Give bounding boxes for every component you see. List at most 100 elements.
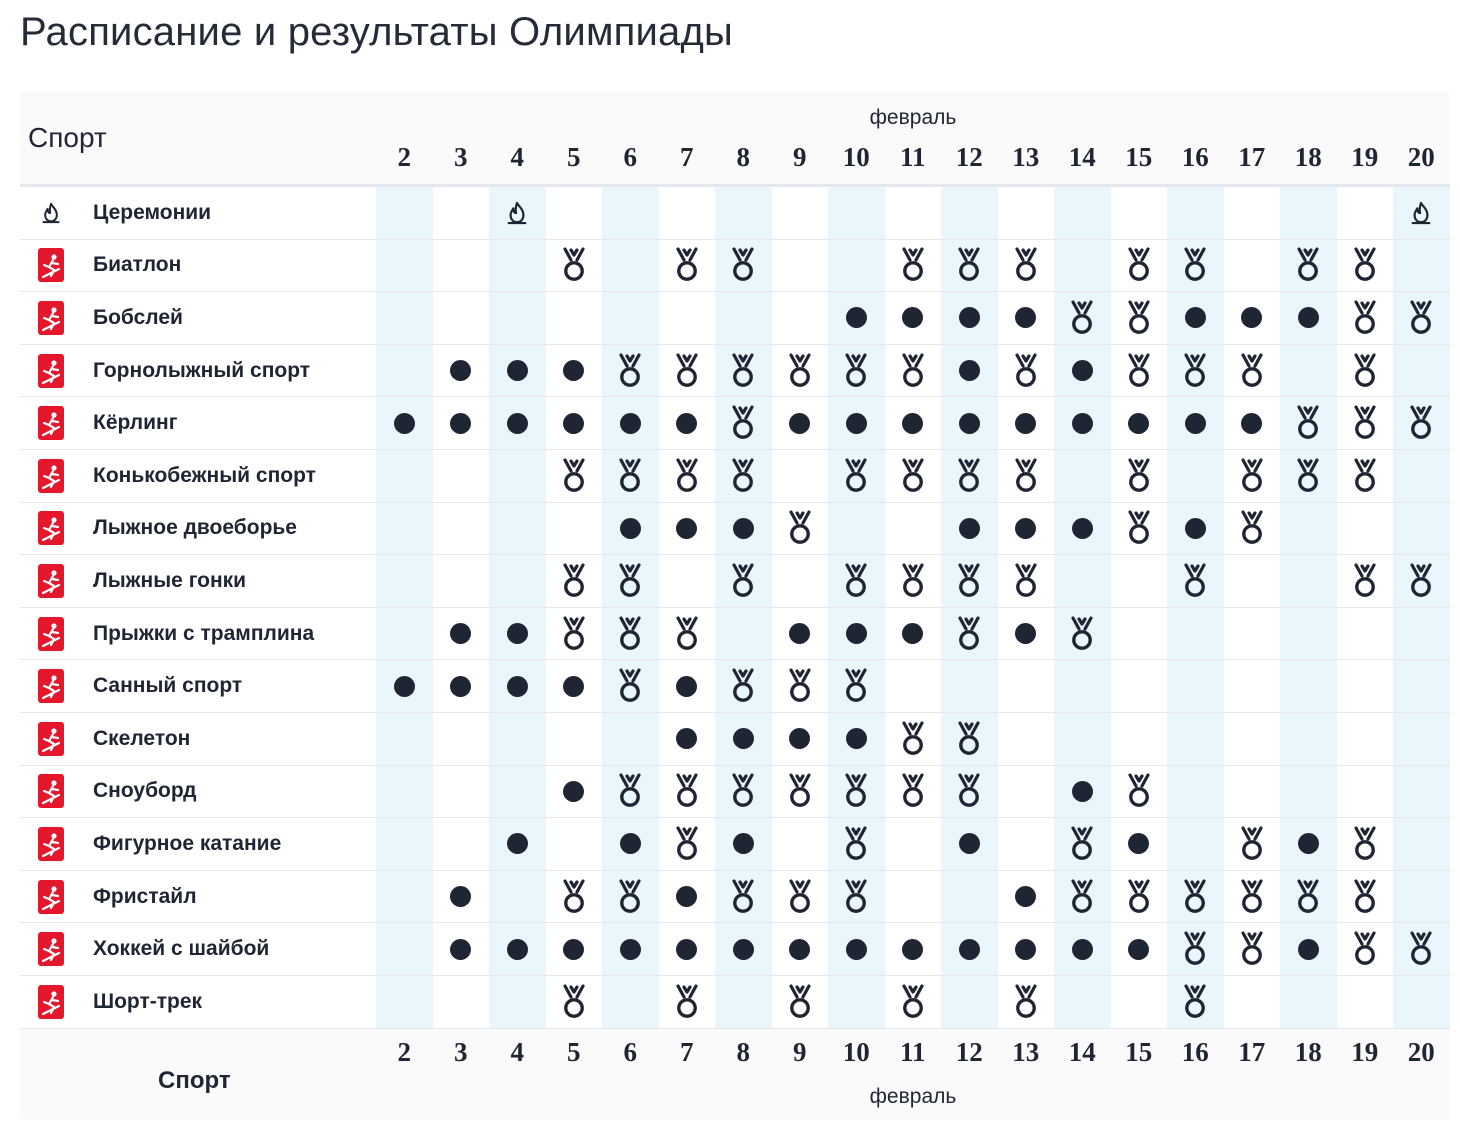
day-cell[interactable] xyxy=(1054,502,1111,555)
day-cell[interactable] xyxy=(1224,871,1281,923)
day-cell[interactable] xyxy=(998,240,1055,292)
day-cell[interactable] xyxy=(772,766,829,818)
sport-row[interactable]: Кёрлинг xyxy=(20,397,1450,450)
day-cell[interactable] xyxy=(828,344,885,397)
sport-row[interactable]: Конькобежный спорт xyxy=(20,449,1450,503)
day-cell[interactable] xyxy=(772,503,829,555)
day-cell[interactable] xyxy=(1224,503,1281,555)
day-cell[interactable] xyxy=(489,923,546,975)
day-cell[interactable] xyxy=(941,239,998,292)
day-cell[interactable] xyxy=(998,555,1055,607)
day-cell[interactable] xyxy=(1111,450,1168,502)
day-cell[interactable] xyxy=(828,712,885,765)
day-cell[interactable] xyxy=(659,713,716,765)
day-cell[interactable] xyxy=(1280,397,1337,449)
day-cell[interactable] xyxy=(828,555,885,607)
day-cell[interactable] xyxy=(433,608,490,660)
day-cell[interactable] xyxy=(602,765,659,818)
day-cell[interactable] xyxy=(885,450,942,502)
day-cell[interactable] xyxy=(1280,923,1337,975)
day-cell[interactable] xyxy=(546,923,603,975)
day-cell[interactable] xyxy=(772,397,829,449)
day-cell[interactable] xyxy=(1337,292,1394,344)
day-cell[interactable] xyxy=(1393,187,1450,239)
day-cell[interactable] xyxy=(1224,345,1281,397)
day-cell[interactable] xyxy=(659,345,716,397)
sport-row[interactable]: Прыжки с трамплина xyxy=(20,607,1450,661)
day-cell[interactable] xyxy=(1054,870,1111,923)
day-cell[interactable] xyxy=(602,607,659,660)
day-cell[interactable] xyxy=(1337,555,1394,607)
day-cell[interactable] xyxy=(941,818,998,870)
day-cell[interactable] xyxy=(489,607,546,660)
day-cell[interactable] xyxy=(1054,923,1111,975)
day-cell[interactable] xyxy=(1337,345,1394,397)
sport-row[interactable]: Лыжное двоеборье xyxy=(20,502,1450,556)
day-cell[interactable] xyxy=(998,871,1055,923)
day-cell[interactable] xyxy=(602,344,659,397)
day-cell[interactable] xyxy=(1280,239,1337,292)
day-cell[interactable] xyxy=(885,555,942,607)
day-cell[interactable] xyxy=(1111,345,1168,397)
day-cell[interactable] xyxy=(941,502,998,555)
day-cell[interactable] xyxy=(828,607,885,660)
day-cell[interactable] xyxy=(715,397,772,449)
day-cell[interactable] xyxy=(1280,449,1337,502)
sport-row[interactable]: Церемонии xyxy=(20,187,1450,240)
day-cell[interactable] xyxy=(659,766,716,818)
day-cell[interactable] xyxy=(1280,292,1337,344)
day-cell[interactable] xyxy=(1111,397,1168,449)
day-cell[interactable] xyxy=(1224,292,1281,344)
sport-row[interactable]: Фристайл xyxy=(20,870,1450,924)
day-cell[interactable] xyxy=(998,503,1055,555)
day-cell[interactable] xyxy=(1111,503,1168,555)
day-cell[interactable] xyxy=(885,345,942,397)
day-cell[interactable] xyxy=(828,818,885,870)
sport-row[interactable]: Биатлон xyxy=(20,239,1450,293)
day-cell[interactable] xyxy=(376,397,433,449)
day-cell[interactable] xyxy=(1111,923,1168,975)
day-cell[interactable] xyxy=(433,871,490,923)
day-cell[interactable] xyxy=(433,923,490,975)
day-cell[interactable] xyxy=(433,397,490,449)
day-cell[interactable] xyxy=(659,503,716,555)
day-cell[interactable] xyxy=(659,660,716,712)
day-cell[interactable] xyxy=(941,923,998,975)
day-cell[interactable] xyxy=(885,240,942,292)
day-cell[interactable] xyxy=(1337,397,1394,449)
day-cell[interactable] xyxy=(1224,923,1281,975)
day-cell[interactable] xyxy=(1224,397,1281,449)
sport-row[interactable]: Санный спорт xyxy=(20,660,1450,713)
day-cell[interactable] xyxy=(433,345,490,397)
day-cell[interactable] xyxy=(1054,818,1111,870)
day-cell[interactable] xyxy=(1167,923,1224,975)
day-cell[interactable] xyxy=(489,818,546,870)
day-cell[interactable] xyxy=(1393,292,1450,344)
day-cell[interactable] xyxy=(941,397,998,449)
sport-row[interactable]: Сноуборд xyxy=(20,765,1450,819)
day-cell[interactable] xyxy=(998,608,1055,660)
day-cell[interactable] xyxy=(772,345,829,397)
day-cell[interactable] xyxy=(998,923,1055,975)
day-cell[interactable] xyxy=(885,397,942,449)
day-cell[interactable] xyxy=(433,660,490,712)
sport-row[interactable]: Лыжные гонки xyxy=(20,555,1450,608)
day-cell[interactable] xyxy=(1111,240,1168,292)
day-cell[interactable] xyxy=(489,187,546,239)
day-cell[interactable] xyxy=(885,713,942,765)
day-cell[interactable] xyxy=(1280,870,1337,923)
day-cell[interactable] xyxy=(941,344,998,397)
day-cell[interactable] xyxy=(772,923,829,975)
day-cell[interactable] xyxy=(998,345,1055,397)
day-cell[interactable] xyxy=(659,450,716,502)
day-cell[interactable] xyxy=(828,765,885,818)
day-cell[interactable] xyxy=(1167,292,1224,344)
day-cell[interactable] xyxy=(1393,397,1450,449)
day-cell[interactable] xyxy=(828,397,885,449)
day-cell[interactable] xyxy=(772,871,829,923)
day-cell[interactable] xyxy=(715,818,772,870)
sport-row[interactable]: Фигурное катание xyxy=(20,818,1450,871)
day-cell[interactable] xyxy=(602,923,659,975)
day-cell[interactable] xyxy=(715,870,772,923)
day-cell[interactable] xyxy=(715,765,772,818)
